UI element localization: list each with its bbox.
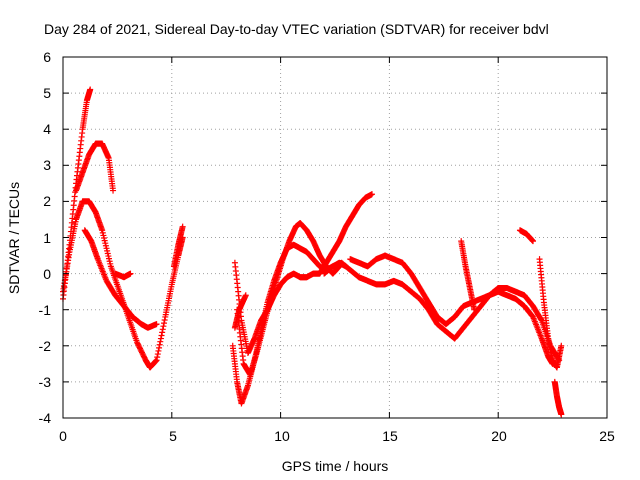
series-track-e	[112, 270, 134, 281]
data-point-track-c-187	[156, 341, 163, 348]
series-track-j	[231, 292, 249, 331]
data-point-track-e-28	[127, 270, 134, 277]
data-point-track-f-28	[179, 223, 186, 230]
data-point-track-i-294	[368, 191, 375, 198]
data-point-track-p-42	[558, 411, 565, 418]
y-tick-label-neg2: -2	[39, 338, 52, 354]
series-track-m	[458, 238, 478, 313]
series-track-p	[551, 378, 565, 418]
x-tick-labels: 0 5 10 15 20 25	[59, 428, 615, 444]
y-tick-label-neg3: -3	[39, 374, 52, 390]
data-point-track-n-28	[530, 238, 537, 245]
series-track-f	[170, 223, 186, 270]
y-tick-label-neg4: -4	[39, 410, 52, 426]
x-tick-label-10: 10	[274, 428, 290, 444]
data-point-track-c-188	[157, 338, 164, 345]
series-track-b	[73, 140, 117, 194]
y-tick-labels: -4 -3 -2 -1 0 1 2 3 4 5 6	[39, 49, 52, 426]
axis-ticks	[62, 56, 608, 419]
series-track-o	[536, 256, 565, 371]
data-point-track-d-126	[153, 321, 160, 328]
y-tick-label-3: 3	[43, 157, 51, 173]
data-point-track-j-28	[242, 292, 249, 299]
data-point-track-c-186	[156, 344, 163, 351]
data-point-track-o-70	[558, 342, 565, 349]
y-axis-label: SDTVAR / TECUs	[6, 182, 22, 294]
data-point-track-a-70	[87, 86, 94, 93]
data-point-track-c-183	[154, 354, 161, 361]
x-tick-label-25: 25	[599, 428, 615, 444]
x-tick-label-0: 0	[59, 428, 67, 444]
x-axis-label: GPS time / hours	[282, 458, 389, 474]
series-track-n	[516, 227, 537, 245]
data-point-track-c-185	[155, 347, 162, 354]
y-tick-label-2: 2	[43, 193, 51, 209]
data-point-track-b-84	[110, 187, 117, 194]
x-tick-label-5: 5	[169, 428, 177, 444]
series-track-i	[231, 191, 375, 357]
series-track-c	[60, 198, 186, 371]
y-tick-label-0: 0	[43, 266, 51, 282]
data-point-track-c-192	[159, 326, 166, 333]
data-point-track-c-190	[158, 332, 165, 339]
x-tick-label-15: 15	[382, 428, 398, 444]
y-tick-label-6: 6	[43, 49, 51, 65]
y-tick-label-1: 1	[43, 230, 51, 246]
data-point-track-l-307	[538, 316, 545, 323]
series-track-k	[321, 259, 556, 367]
y-tick-label-4: 4	[43, 121, 51, 137]
data-point-track-c-193	[160, 323, 167, 330]
data-point-track-c-195	[161, 317, 168, 324]
data-point-track-c-189	[157, 335, 164, 342]
y-tick-label-neg1: -1	[39, 302, 52, 318]
y-tick-label-5: 5	[43, 85, 51, 101]
series-track-d	[81, 227, 160, 331]
x-tick-label-20: 20	[491, 428, 507, 444]
data-point-track-c-184	[154, 351, 161, 358]
chart-title: Day 284 of 2021, Sidereal Day-to-day VTE…	[44, 21, 549, 37]
data-point-track-c-182	[153, 357, 160, 364]
data-point-track-c-194	[161, 320, 168, 327]
data-points	[60, 86, 565, 418]
data-point-track-c-191	[159, 329, 166, 336]
data-point-track-m-42	[471, 306, 478, 313]
